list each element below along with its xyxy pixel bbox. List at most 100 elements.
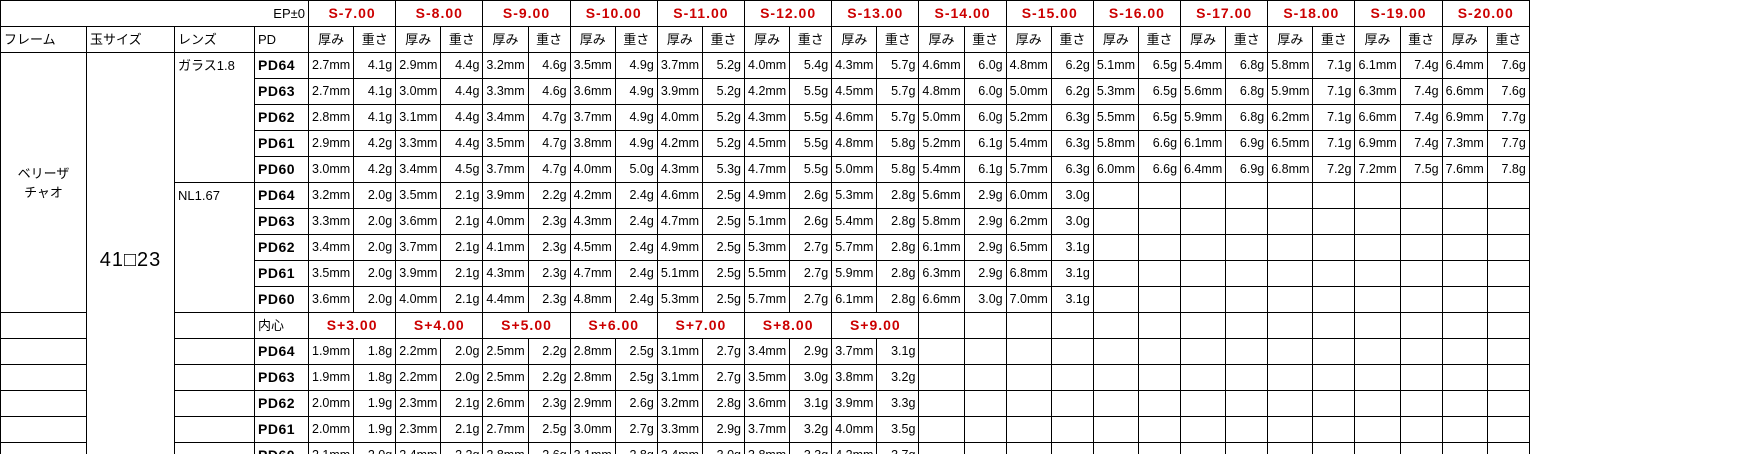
- empty-cell: [918, 390, 965, 417]
- thickness-cell: 3.8mm: [569, 130, 616, 157]
- weight-cell: 7.6g: [1486, 52, 1530, 79]
- thickness-cell: 2.6mm: [482, 390, 529, 417]
- empty-cell: [1486, 390, 1530, 417]
- empty-cell: [1267, 260, 1314, 287]
- thickness-cell: 4.7mm: [569, 260, 616, 287]
- weight-cell: 2.0g: [353, 286, 397, 313]
- power-header-s-1600: S-16.00: [1092, 0, 1182, 27]
- empty-cell: [1005, 442, 1052, 454]
- empty-cell: [1225, 390, 1269, 417]
- thickness-cell: 2.4mm: [395, 442, 442, 454]
- empty-cell: [1180, 390, 1227, 417]
- weight-cell: 1.9g: [353, 416, 397, 443]
- empty-cell: [1486, 234, 1530, 261]
- weight-cell: 6.6g: [1138, 130, 1182, 157]
- weight-cell: 6.9g: [1225, 130, 1269, 157]
- thickness-cell: 4.0mm: [831, 416, 878, 443]
- weight-cell: 2.5g: [702, 260, 746, 287]
- weight-cell: 2.0g: [440, 338, 484, 365]
- thickness-cell: 3.0mm: [395, 78, 442, 105]
- thickness-cell: 4.2mm: [831, 442, 878, 454]
- weight-cell: 2.3g: [527, 390, 571, 417]
- thickness-cell: 6.5mm: [1267, 130, 1314, 157]
- thickness-cell: 6.2mm: [1267, 104, 1314, 131]
- thickness-cell: 3.9mm: [831, 390, 878, 417]
- thickness-cell: 3.1mm: [395, 104, 442, 131]
- thickness-cell: 3.4mm: [744, 338, 791, 365]
- empty-cell: [1399, 208, 1443, 235]
- weight-cell: 2.1g: [440, 260, 484, 287]
- weight-cell: 5.3g: [702, 156, 746, 183]
- thickness-cell: 5.3mm: [744, 234, 791, 261]
- spacer-cell: [0, 312, 87, 339]
- weight-cell: 7.6g: [1486, 78, 1530, 105]
- empty-cell: [1092, 260, 1140, 287]
- thickness-cell: 3.3mm: [482, 78, 529, 105]
- weight-cell: 7.4g: [1399, 130, 1443, 157]
- empty-cell: [1354, 312, 1401, 339]
- thickness-cell: 3.9mm: [482, 182, 529, 209]
- weight-cell: 4.7g: [527, 130, 571, 157]
- thickness-cell: 2.3mm: [395, 416, 442, 443]
- lens-name-1: NL1.67: [174, 182, 255, 313]
- power-header-s-1500: S-15.00: [1005, 0, 1094, 27]
- thickness-cell: 4.1mm: [482, 234, 529, 261]
- empty-cell: [1267, 416, 1314, 443]
- empty-cell: [1138, 286, 1182, 313]
- weight-cell: 3.2g: [876, 364, 920, 391]
- weight-cell: 3.2g: [789, 416, 833, 443]
- weight-cell: 7.2g: [1312, 156, 1356, 183]
- thickness-cell: 5.8mm: [1092, 130, 1140, 157]
- weight-cell: 2.8g: [876, 286, 920, 313]
- weight-cell: 2.1g: [440, 234, 484, 261]
- weight-cell: 3.0g: [1050, 182, 1094, 209]
- empty-cell: [1267, 312, 1314, 339]
- weight-cell: 5.4g: [789, 52, 833, 79]
- thickness-cell: 3.4mm: [307, 234, 355, 261]
- power-header-s600: S+6.00: [569, 312, 658, 339]
- power-header-s-1800: S-18.00: [1267, 0, 1356, 27]
- subheader-thickness: 厚み: [1005, 26, 1052, 53]
- power-header-s-1400: S-14.00: [918, 0, 1007, 27]
- empty-cell: [1441, 208, 1488, 235]
- empty-cell: [1005, 312, 1052, 339]
- weight-cell: 5.2g: [702, 78, 746, 105]
- empty-cell: [1486, 312, 1530, 339]
- thickness-cell: 3.6mm: [307, 286, 355, 313]
- weight-cell: 7.1g: [1312, 52, 1356, 79]
- thickness-cell: 2.2mm: [395, 364, 442, 391]
- empty-cell: [1092, 364, 1140, 391]
- empty-cell: [1399, 286, 1443, 313]
- weight-cell: 6.8g: [1225, 104, 1269, 131]
- thickness-cell: 5.2mm: [1005, 104, 1052, 131]
- power-header-s-800: S-8.00: [395, 0, 484, 27]
- empty-cell: [1267, 234, 1314, 261]
- empty-cell: [1138, 312, 1182, 339]
- empty-cell: [1050, 390, 1094, 417]
- weight-cell: 7.7g: [1486, 104, 1530, 131]
- thickness-cell: 7.2mm: [1354, 156, 1401, 183]
- empty-cell: [1138, 182, 1182, 209]
- thickness-cell: 3.8mm: [744, 442, 791, 454]
- spacer-cell: [174, 312, 255, 339]
- weight-cell: 6.1g: [963, 156, 1007, 183]
- thickness-cell: 5.3mm: [1092, 78, 1140, 105]
- thickness-cell: 3.2mm: [307, 182, 355, 209]
- empty-cell: [1354, 286, 1401, 313]
- empty-cell: [963, 364, 1007, 391]
- empty-cell: [963, 338, 1007, 365]
- weight-cell: 2.9g: [963, 208, 1007, 235]
- col-header-3: PD: [254, 26, 309, 53]
- thickness-cell: 2.8mm: [307, 104, 355, 131]
- weight-cell: 7.4g: [1399, 104, 1443, 131]
- thickness-cell: 3.6mm: [569, 78, 616, 105]
- empty-cell: [963, 442, 1007, 454]
- weight-cell: 2.2g: [440, 442, 484, 454]
- thickness-cell: 6.2mm: [1005, 208, 1052, 235]
- empty-cell: [918, 364, 965, 391]
- weight-cell: 4.7g: [527, 104, 571, 131]
- weight-cell: 3.3g: [789, 442, 833, 454]
- weight-cell: 2.1g: [440, 286, 484, 313]
- weight-cell: 3.0g: [963, 286, 1007, 313]
- subheader-weight: 重さ: [1138, 26, 1182, 53]
